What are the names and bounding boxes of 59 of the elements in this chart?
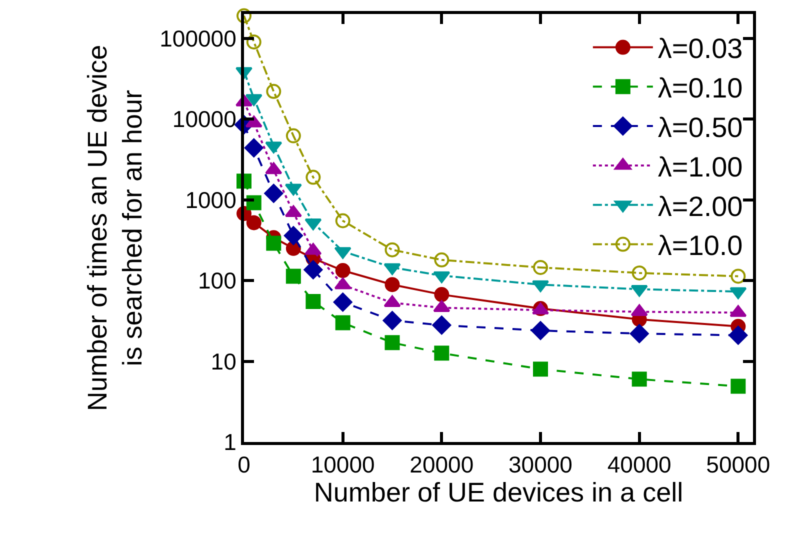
point [730,287,747,300]
legend-label: λ=1.00 [658,151,743,182]
point [533,260,548,275]
y-tick-label: 10 [210,348,236,374]
x-tick-label: 20000 [410,452,474,478]
point [246,215,262,230]
legend-label: λ=2.00 [658,190,743,222]
x-axis-title: Number of UE devices in a cell [314,478,684,508]
point [728,326,748,345]
point [434,252,450,268]
point [632,265,647,280]
point [266,236,282,251]
point [335,263,350,278]
point [384,277,400,292]
legend-label: λ=0.50 [658,112,743,143]
x-tick-label: 10000 [310,452,375,478]
point [246,195,262,210]
point [382,311,402,330]
point [306,294,321,309]
point [434,346,450,361]
point [236,8,252,24]
point [630,284,648,297]
point [730,268,746,284]
legend-label: λ=0.10 [658,72,743,104]
point [384,242,400,258]
point [630,324,649,344]
point [384,335,400,350]
point [434,287,450,302]
legend-label: λ=10.0 [658,230,743,262]
point [246,34,262,50]
point [432,316,452,335]
legend-label: λ=0.03 [658,33,743,64]
y-tick-label: 100000 [160,25,236,52]
point [730,378,746,394]
point [264,184,284,203]
x-tick-label: 30000 [508,452,572,478]
point [304,260,323,280]
point [304,218,322,230]
point [284,226,303,246]
y-tick-label: 100 [198,268,236,294]
point [531,321,550,340]
x-tick-label: 50000 [706,452,770,478]
point [266,84,282,99]
point [306,170,321,185]
point [533,362,548,377]
point [335,315,350,330]
point [244,138,264,158]
y-tick-label: 10000 [172,106,236,132]
point [286,268,301,284]
x-tick-label: 0 [238,452,250,478]
y-axis-title: Number of times an UE device is searched for an hour [82,44,148,412]
y-tick-label: 1 [224,429,236,456]
point [433,271,450,284]
point [333,292,352,312]
y-tick-label: 1000 [185,186,236,213]
x-tick-label: 40000 [607,452,672,478]
point [335,213,350,228]
point [286,128,301,144]
point [632,372,647,387]
